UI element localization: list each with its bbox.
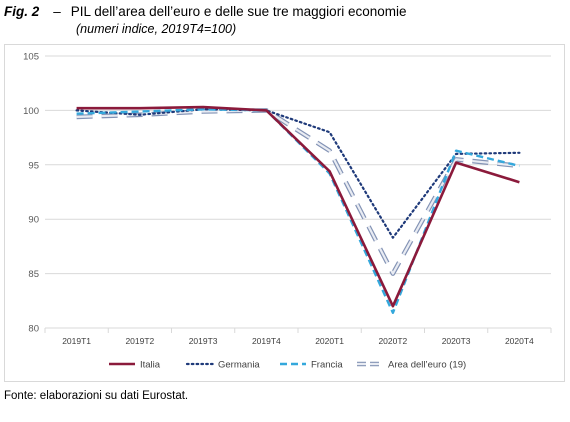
y-tick-label-85: 85 xyxy=(28,269,39,280)
title-dash: – xyxy=(53,4,61,19)
legend-label-germania: Germania xyxy=(218,360,260,371)
x-tick-label-2020T3: 2020T3 xyxy=(442,336,471,346)
chart-frame: 80 85 90 95 100 105 2019T1 2019T2 2019T3 2019T4 20… xyxy=(4,44,565,382)
legend-label-area-dell-euro-19: Area dell’euro (19) xyxy=(388,360,466,371)
chart-subtitle: (numeri indice, 2019T4=100) xyxy=(76,22,237,36)
series-line-italia xyxy=(76,105,520,308)
source-note: Fonte: elaborazioni su dati Eurostat. xyxy=(4,390,189,402)
y-tick-label-95: 95 xyxy=(28,160,39,171)
series-line-inner-area-dell-euro-19 xyxy=(76,109,520,275)
line-chart: 80 85 90 95 100 105 2019T1 2019T2 2019T3 2019T4 20… xyxy=(23,52,552,371)
x-tick-label-2020T1: 2020T1 xyxy=(315,336,344,346)
y-tick-label-100: 100 xyxy=(23,106,39,117)
series-line-germania xyxy=(75,108,521,239)
x-tick-label-2020T4: 2020T4 xyxy=(505,336,534,346)
legend-label-francia: Francia xyxy=(311,360,343,371)
legend-label-italia: Italia xyxy=(140,360,161,371)
y-tick-label-105: 105 xyxy=(23,52,39,63)
x-tick-label-2020T2: 2020T2 xyxy=(378,336,407,346)
y-tick-label-90: 90 xyxy=(28,215,39,226)
x-tick-label-2019T4: 2019T4 xyxy=(252,336,281,346)
y-tick-label-80: 80 xyxy=(28,324,39,335)
x-tick-label-2019T3: 2019T3 xyxy=(189,336,218,346)
figure-header: Fig. 2– PIL dell’area dell’euro e delle s… xyxy=(4,3,566,37)
figure-title-row: Fig. 2– PIL dell’area dell’euro e delle s… xyxy=(4,3,566,21)
series-line-area-dell-euro-19 xyxy=(76,108,520,276)
x-tick-label-2019T1: 2019T1 xyxy=(62,336,91,346)
figure-label: Fig. 2 xyxy=(4,4,40,19)
x-tick-label-2019T2: 2019T2 xyxy=(125,336,154,346)
chart-title: PIL dell’area dell’euro e delle sue tre … xyxy=(70,4,407,19)
